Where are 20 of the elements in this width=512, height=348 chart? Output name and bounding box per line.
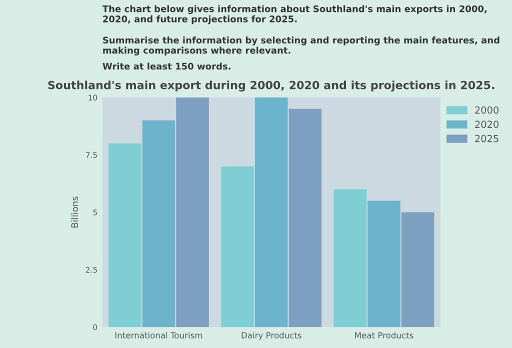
- bar: [176, 97, 209, 328]
- legend-label: 2025: [475, 134, 498, 142]
- bar: [254, 97, 288, 328]
- x-tick-label: International Tourism: [115, 332, 202, 338]
- x-tick-label: Meat Products: [355, 332, 414, 338]
- y-axis-title: Billions: [71, 196, 78, 228]
- bar: [288, 108, 322, 328]
- text: Summarise the information by selecting and reporting the main features, and making comparisons where relevant.: [103, 36, 500, 56]
- legend-label: 2020: [475, 120, 499, 128]
- bar: [221, 166, 254, 328]
- legend-label: 2000: [475, 106, 499, 114]
- x-tick-label: Dairy Products: [242, 332, 302, 340]
- bar: [142, 120, 176, 328]
- bar: [108, 143, 142, 328]
- text: The chart below gives information about Southland's main exports in 2000, 2020, and future projections for 2025.: [102, 5, 486, 24]
- bar: [368, 200, 400, 328]
- text: Write at least 150 words.: [102, 62, 230, 70]
- bar: [401, 212, 434, 328]
- bar: [334, 189, 367, 328]
- chart-title: Southland's main export during 2000, 2020 and its projections in 2025.: [48, 80, 494, 92]
